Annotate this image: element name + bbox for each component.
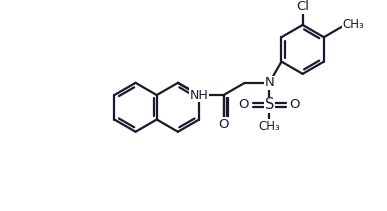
Text: CH₃: CH₃ xyxy=(342,18,364,31)
Text: O: O xyxy=(239,98,249,111)
Text: Cl: Cl xyxy=(296,0,309,13)
Text: O: O xyxy=(218,118,229,131)
Text: N: N xyxy=(264,76,274,89)
Text: O: O xyxy=(289,98,300,111)
Text: CH₃: CH₃ xyxy=(259,120,280,133)
Text: NH: NH xyxy=(190,89,209,101)
Text: S: S xyxy=(265,97,274,112)
